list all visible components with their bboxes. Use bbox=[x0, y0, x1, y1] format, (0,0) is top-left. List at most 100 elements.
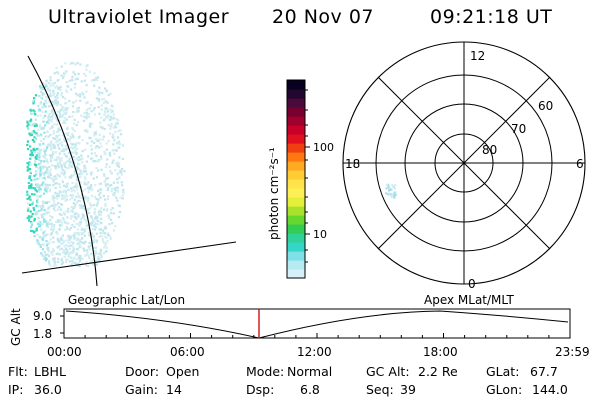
colorbar-cell bbox=[287, 224, 305, 234]
emission-pixel bbox=[100, 253, 103, 256]
emission-pixel bbox=[50, 232, 53, 235]
emission-pixel bbox=[27, 168, 30, 171]
emission-pixel bbox=[84, 254, 87, 257]
observation-date: 20 Nov 07 bbox=[272, 6, 375, 28]
emission-pixel bbox=[78, 260, 81, 263]
emission-pixel bbox=[52, 130, 55, 133]
emission-pixel bbox=[78, 246, 81, 249]
emission-pixel bbox=[34, 160, 37, 163]
emission-pixel bbox=[58, 119, 61, 122]
emission-pixel bbox=[40, 90, 43, 93]
emission-pixel bbox=[102, 229, 105, 232]
emission-pixel bbox=[97, 255, 100, 258]
emission-pixel bbox=[74, 82, 77, 86]
emission-pixel bbox=[49, 85, 52, 88]
emission-pixel bbox=[29, 157, 32, 160]
emission-pixel bbox=[85, 117, 88, 120]
emission-pixel bbox=[42, 203, 45, 206]
emission-pixel bbox=[46, 212, 49, 215]
emission-pixel bbox=[47, 211, 51, 214]
emission-pixel bbox=[47, 250, 50, 253]
emission-pixel bbox=[58, 111, 61, 114]
emission-pixel bbox=[100, 235, 103, 238]
emission-pixel bbox=[60, 74, 63, 77]
emission-pixel bbox=[91, 218, 94, 221]
emission-pixel bbox=[48, 260, 51, 263]
emission-pixel bbox=[58, 239, 62, 242]
emission-pixel bbox=[86, 142, 89, 145]
polar-diagonal-line bbox=[377, 76, 551, 250]
emission-pixel bbox=[61, 134, 64, 137]
emission-pixel bbox=[34, 150, 37, 154]
emission-pixel bbox=[72, 62, 75, 65]
emission-pixel bbox=[42, 181, 45, 184]
emission-pixel bbox=[28, 197, 31, 200]
emission-pixel bbox=[79, 95, 82, 98]
emission-pixel bbox=[62, 76, 65, 79]
emission-pixel bbox=[59, 220, 62, 223]
emission-pixel bbox=[90, 215, 93, 218]
emission-pixel bbox=[37, 242, 40, 245]
emission-pixel bbox=[80, 154, 83, 157]
emission-pixel bbox=[93, 212, 96, 215]
emission-pixel bbox=[70, 241, 73, 244]
emission-pixel bbox=[51, 195, 54, 198]
emission-pixel bbox=[66, 234, 69, 237]
emission-pixel bbox=[87, 191, 90, 194]
emission-pixel bbox=[82, 170, 85, 173]
emission-pixel bbox=[64, 112, 67, 115]
emission-pixel bbox=[60, 163, 63, 166]
emission-pixel bbox=[81, 196, 84, 200]
emission-pixel bbox=[73, 235, 76, 238]
emission-pixel bbox=[57, 253, 60, 256]
emission-pixel bbox=[51, 89, 55, 92]
emission-pixel bbox=[87, 264, 90, 268]
emission-pixel bbox=[58, 225, 62, 228]
emission-pixel bbox=[90, 216, 93, 219]
emission-pixel bbox=[56, 232, 59, 235]
colorbar-cell bbox=[287, 197, 305, 207]
emission-pixel bbox=[98, 133, 101, 136]
emission-pixel bbox=[109, 108, 112, 111]
instrument-title: Ultraviolet Imager bbox=[48, 6, 230, 28]
emission-pixel bbox=[72, 194, 75, 197]
emission-pixel bbox=[46, 253, 49, 256]
polar-emission-pixel bbox=[394, 191, 397, 194]
emission-pixel bbox=[34, 213, 37, 216]
emission-pixel bbox=[58, 228, 61, 231]
emission-pixel bbox=[122, 188, 125, 191]
emission-pixel bbox=[82, 241, 85, 245]
emission-pixel bbox=[55, 99, 58, 102]
emission-pixel bbox=[58, 134, 61, 137]
emission-pixel bbox=[68, 79, 71, 82]
emission-pixel bbox=[80, 80, 83, 83]
emission-pixel bbox=[63, 108, 66, 111]
emission-pixel bbox=[61, 181, 64, 184]
emission-pixel bbox=[36, 198, 39, 201]
emission-pixel bbox=[29, 167, 32, 171]
colorbar-cell bbox=[287, 107, 305, 117]
emission-pixel bbox=[83, 164, 86, 167]
emission-pixel bbox=[82, 93, 85, 96]
emission-pixel bbox=[82, 213, 85, 217]
emission-pixel bbox=[113, 194, 116, 197]
emission-pixel bbox=[37, 104, 40, 108]
emission-pixel bbox=[115, 186, 118, 189]
emission-pixel bbox=[111, 161, 114, 164]
emission-pixel bbox=[52, 226, 55, 229]
emission-pixel bbox=[77, 156, 81, 159]
emission-pixel bbox=[65, 70, 69, 73]
emission-pixel bbox=[48, 105, 51, 108]
emission-pixel bbox=[47, 114, 50, 117]
emission-pixel bbox=[47, 87, 50, 90]
emission-pixel bbox=[37, 167, 40, 170]
emission-pixel bbox=[105, 142, 108, 145]
emission-pixel bbox=[33, 218, 36, 221]
emission-pixel bbox=[105, 227, 108, 230]
emission-pixel bbox=[95, 239, 99, 242]
emission-pixel bbox=[59, 191, 62, 194]
colorbar-cell bbox=[287, 116, 305, 126]
emission-pixel bbox=[86, 196, 90, 199]
emission-pixel bbox=[51, 115, 54, 118]
emission-pixel bbox=[41, 223, 44, 226]
